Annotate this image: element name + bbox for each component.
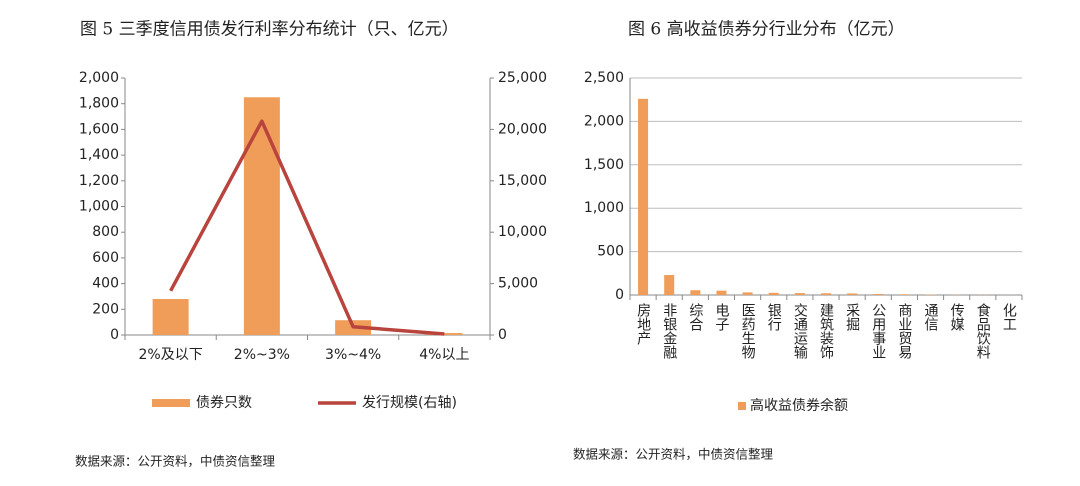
- x-tick-label: 银行: [766, 303, 782, 332]
- y-tick-label: 1,600: [79, 121, 119, 137]
- y2-tick-label: 5,000: [498, 276, 538, 292]
- y-tick-label: 800: [92, 224, 119, 240]
- line-series: [169, 119, 445, 336]
- bar: [794, 293, 805, 295]
- x-tick-label: 商业贸易: [896, 303, 912, 359]
- bar: [152, 299, 189, 335]
- x-tick-label: 2%~3%: [234, 347, 290, 363]
- bar: [847, 293, 858, 295]
- y2-tick-label: 10,000: [498, 224, 547, 240]
- x-tick-label: 化工: [1001, 303, 1017, 331]
- y-tick-label: 1,400: [79, 147, 119, 163]
- y-tick-label: 1,200: [79, 173, 119, 189]
- y-tick-label: 1,800: [79, 96, 119, 112]
- x-tick-label: 4%以上: [419, 347, 469, 363]
- x-tick-label: 综合: [687, 303, 703, 331]
- bar: [873, 293, 884, 295]
- x-tick-label: 采掘: [844, 303, 860, 331]
- y-tick-label: 1,000: [79, 199, 119, 215]
- y2-tick-label: 15,000: [498, 173, 547, 189]
- y-tick-label: 0: [110, 327, 119, 343]
- x-tick-label: 交通运输: [792, 302, 808, 359]
- legend-swatch: [738, 402, 746, 410]
- bar: [664, 275, 675, 295]
- legend-label: 高收益债券余额: [750, 397, 848, 414]
- y-tick-label: 1,000: [584, 200, 624, 216]
- bar: [690, 290, 701, 295]
- legend-label: 发行规模(右轴): [362, 395, 457, 411]
- y-tick-label: 400: [92, 276, 119, 292]
- x-tick-label: 2%及以下: [139, 347, 203, 363]
- bar: [426, 333, 463, 335]
- y-tick-label: 2,000: [79, 70, 119, 86]
- y-tick-label: 1,500: [584, 157, 624, 173]
- legend-label: 债券只数: [196, 395, 252, 411]
- y-tick-label: 500: [597, 244, 624, 260]
- y2-tick-label: 25,000: [498, 70, 547, 86]
- x-tick-label: 公用事业: [870, 303, 886, 359]
- x-tick-label: 医药生物: [740, 303, 756, 360]
- x-tick-label: 3%~4%: [325, 347, 381, 363]
- x-tick-label: 传媒: [949, 303, 965, 331]
- bar: [768, 292, 779, 295]
- x-tick-label: 建筑装饰: [818, 303, 834, 359]
- chart-title: 图 5 三季度信用债发行利率分布统计（只、亿元）: [80, 20, 459, 40]
- bar: [899, 294, 910, 295]
- y-tick-label: 600: [92, 250, 119, 266]
- source-note: 数据来源：公开资料，中债资信整理: [75, 454, 276, 469]
- bar: [821, 293, 831, 295]
- x-tick-label: 食品饮料: [975, 302, 991, 359]
- y-tick-label: 2,000: [584, 113, 624, 129]
- source-note: 数据来源：公开资料，中债资信整理: [573, 447, 774, 462]
- y-tick-label: 0: [615, 287, 624, 303]
- bar: [742, 292, 753, 295]
- y-tick-label: 200: [92, 301, 119, 317]
- x-tick-label: 非银金融: [661, 303, 677, 359]
- x-tick-label: 房地产: [635, 303, 651, 346]
- bar: [638, 98, 649, 295]
- x-tick-label: 电子: [713, 303, 729, 331]
- chart-title: 图 6 高收益债券分行业分布（亿元）: [628, 20, 905, 40]
- legend-swatch: [152, 399, 190, 407]
- x-tick-label: 通信: [923, 303, 939, 331]
- y2-tick-label: 20,000: [498, 121, 547, 137]
- y-tick-label: 2,500: [584, 70, 624, 86]
- y2-tick-label: 0: [498, 327, 507, 343]
- bar: [243, 97, 280, 336]
- bar: [716, 290, 727, 295]
